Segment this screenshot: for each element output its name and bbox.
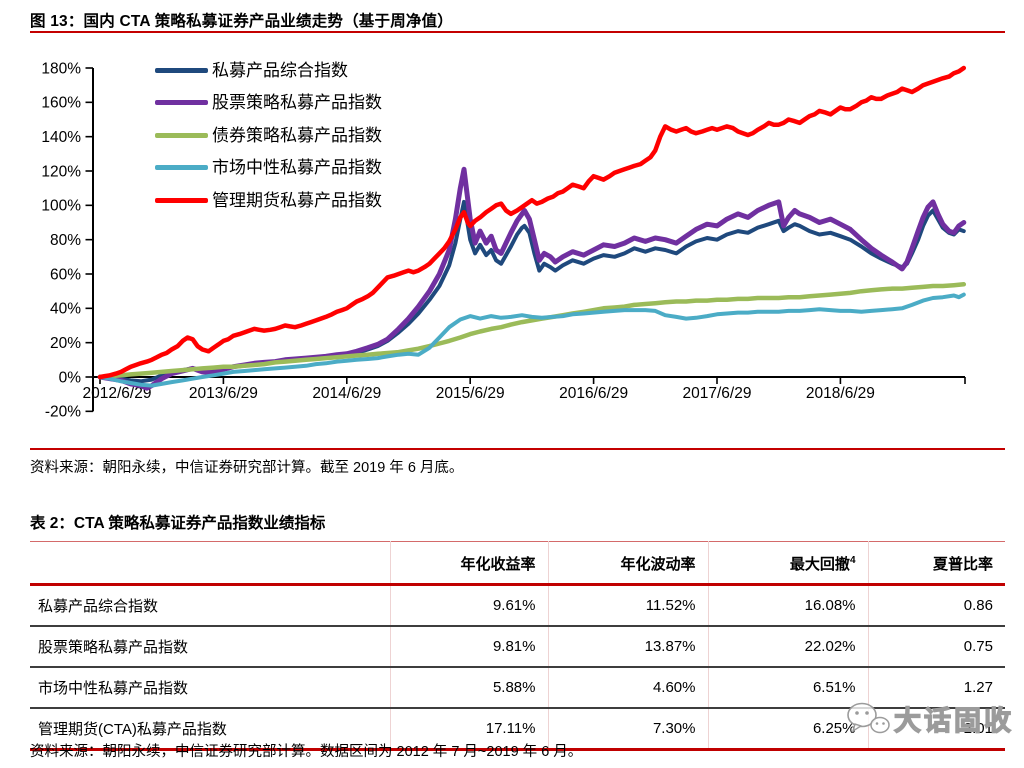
watermark-text: 大话固收 — [893, 705, 1014, 736]
series-line-market-neutral — [98, 292, 966, 388]
table-source-note: 资料来源：朝阳永续，中信证券研究部计算。数据区间为 2012 年 7 月~201… — [30, 744, 583, 760]
legend-item-market-neutral: 市场中性私募产品指数 — [155, 152, 382, 185]
table-row: 股票策略私募产品指数 9.81% 13.87% 22.02% 0.75 — [30, 625, 1005, 667]
legend-label: 管理期货私募产品指数 — [212, 190, 382, 210]
column-header: 年化收益率 — [390, 541, 549, 586]
row-label: 股票策略私募产品指数 — [30, 625, 391, 667]
row-label: 管理期货(CTA)私募产品指数 — [30, 707, 391, 751]
metric-value: 11.52% — [548, 584, 709, 626]
series-line-managed-futures — [97, 65, 967, 380]
metric-value: 9.61% — [390, 584, 549, 626]
legend-label: 股票策略私募产品指数 — [212, 93, 382, 113]
y-axis-tick-label: 180% — [41, 60, 81, 77]
x-axis-tick-label: 2017/6/29 — [683, 385, 752, 402]
wechat-icon — [847, 702, 890, 733]
metric-value: 6.25% — [708, 707, 869, 751]
watermark: 大话固收 — [845, 699, 1014, 738]
y-axis-tick-label: 160% — [41, 95, 81, 112]
legend-swatch — [155, 165, 208, 171]
metric-value: 6.51% — [708, 666, 869, 708]
legend-item-composite: 私募产品综合指数 — [155, 54, 382, 87]
table-row: 私募产品综合指数 9.61% 11.52% 16.08% 0.86 — [30, 584, 1005, 626]
red-divider — [30, 31, 1005, 33]
y-axis-tick-label: 120% — [41, 163, 81, 180]
legend-label: 市场中性私募产品指数 — [212, 158, 382, 178]
column-header-empty — [30, 541, 391, 586]
metric-value: 2.01 — [868, 707, 1005, 751]
footnote-reference: 4 — [849, 555, 856, 566]
x-axis-tick-label: 2016/6/29 — [559, 385, 628, 402]
y-axis-tick-label: 20% — [50, 335, 81, 352]
legend-swatch — [155, 197, 208, 203]
x-axis-tick-label: 2015/6/29 — [436, 385, 505, 402]
table-header-row: 年化收益率 年化波动率 最大回撤4 夏普比率 — [30, 541, 1005, 586]
series-line-bond-strategy — [97, 282, 967, 380]
x-axis-tick-label: 2012/6/29 — [83, 385, 152, 402]
performance-table: 年化收益率 年化波动率 最大回撤4 夏普比率 私募产品综合指数 9.61% 11.52% 1… — [30, 541, 1005, 751]
red-divider — [30, 448, 1005, 450]
y-axis-tick-label: 40% — [50, 301, 81, 318]
metric-value: 5.88% — [390, 666, 549, 708]
x-axis-tick-label: 2014/6/29 — [312, 385, 381, 402]
chart-legend: 私募产品综合指数股票策略私募产品指数 债券策略私募产品指数 市场中性私募产品指数 管理… — [155, 54, 382, 217]
figure-title: 图 13：国内 CTA 策略私募证券产品业绩走势（基于周净值） — [30, 13, 453, 30]
legend-item-managed-futures: 管理期货私募产品指数 — [155, 184, 382, 217]
metric-value: 16.08% — [708, 584, 869, 626]
legend-label: 私募产品综合指数 — [212, 60, 348, 80]
y-axis-tick-label: 140% — [41, 129, 81, 146]
metric-value: 9.81% — [390, 625, 549, 667]
x-axis-tick-label: 2013/6/29 — [189, 385, 258, 402]
metric-value: 22.02% — [708, 625, 869, 667]
column-header: 夏普比率 — [868, 541, 1005, 586]
metric-value: 1.27 — [868, 666, 1005, 708]
row-label: 市场中性私募产品指数 — [30, 666, 391, 708]
legend-swatch — [155, 100, 208, 106]
y-axis-tick-label: 60% — [50, 266, 81, 283]
metric-value: 4.60% — [548, 666, 709, 708]
figure-source-note: 资料来源：朝阳永续，中信证券研究部计算。截至 2019 年 6 月底。 — [30, 460, 464, 476]
table-title: 表 2：CTA 策略私募证券产品指数业绩指标 — [30, 515, 326, 532]
metric-value: 0.75 — [868, 625, 1005, 667]
row-label: 私募产品综合指数 — [30, 584, 391, 626]
legend-swatch — [155, 132, 208, 138]
legend-label: 债券策略私募产品指数 — [212, 125, 382, 145]
x-axis-tick-label: 2018/6/29 — [806, 385, 875, 402]
legend-item-bond-strategy: 债券策略私募产品指数 — [155, 119, 382, 152]
metric-value: 13.87% — [548, 625, 709, 667]
performance-line-chart: 180%160%140%120%100%80%60%40%20%0%-20%20… — [41, 60, 967, 421]
metric-value: 17.11% — [390, 707, 549, 751]
y-axis-tick-label: -20% — [45, 404, 81, 421]
legend-item-stock-strategy: 股票策略私募产品指数 — [155, 87, 382, 120]
performance-table-wrap: 年化收益率 年化波动率 最大回撤4 夏普比率 私募产品综合指数 9.61% 11.52% 1… — [30, 541, 1005, 751]
y-axis-tick-label: 100% — [41, 198, 81, 215]
y-axis-tick-label: 0% — [59, 369, 82, 386]
table-row: 市场中性私募产品指数 5.88% 4.60% 6.51% 1.27 — [30, 666, 1005, 708]
y-axis-tick-label: 80% — [50, 232, 81, 249]
column-header: 最大回撤4 — [708, 541, 869, 586]
column-header: 年化波动率 — [548, 541, 709, 586]
metric-value: 7.30% — [548, 707, 709, 751]
table-row: 管理期货(CTA)私募产品指数 17.11% 7.30% 6.25% 2.01 — [30, 707, 1005, 751]
metric-value: 0.86 — [963, 597, 993, 614]
legend-swatch — [155, 67, 208, 73]
